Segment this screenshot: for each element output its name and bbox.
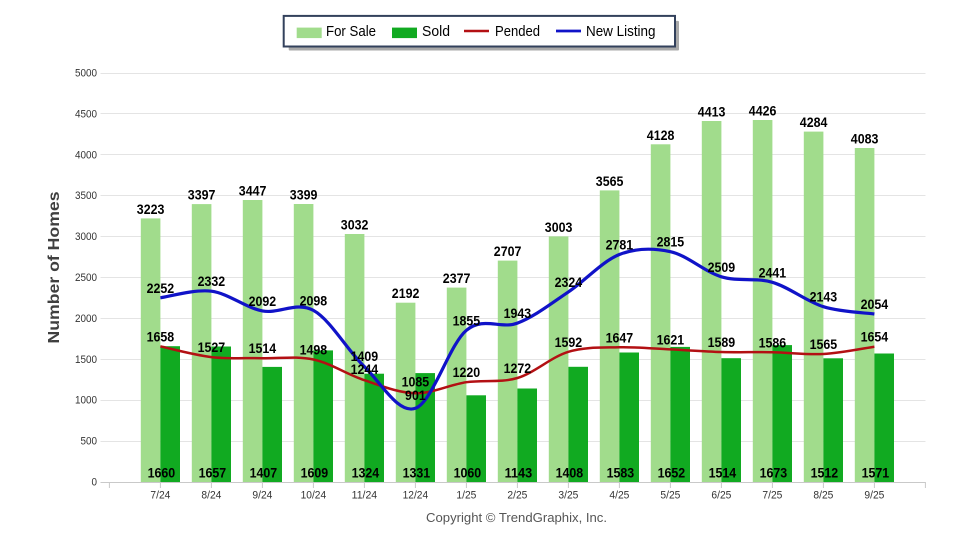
svg-text:1244: 1244 [351, 362, 379, 377]
svg-text:2000: 2000 [75, 313, 97, 325]
svg-text:4413: 4413 [698, 105, 726, 120]
svg-text:3397: 3397 [188, 188, 216, 203]
svg-text:For Sale: For Sale [326, 24, 376, 40]
svg-text:1498: 1498 [300, 343, 328, 358]
svg-text:4426: 4426 [749, 104, 777, 119]
svg-text:2092: 2092 [249, 294, 277, 309]
svg-text:3565: 3565 [596, 174, 624, 189]
svg-text:1583: 1583 [607, 465, 635, 480]
svg-text:3003: 3003 [545, 220, 573, 235]
svg-text:1565: 1565 [810, 337, 838, 352]
svg-text:1660: 1660 [148, 465, 176, 480]
svg-text:1409: 1409 [351, 349, 379, 364]
svg-text:3223: 3223 [137, 202, 165, 217]
svg-text:5000: 5000 [75, 68, 97, 80]
svg-text:Copyright © TrendGraphix, Inc.: Copyright © TrendGraphix, Inc. [426, 511, 607, 525]
svg-text:500: 500 [81, 436, 98, 448]
svg-text:2143: 2143 [810, 290, 838, 305]
svg-text:2377: 2377 [443, 271, 471, 286]
svg-text:1621: 1621 [657, 332, 685, 347]
svg-text:12/24: 12/24 [403, 490, 429, 502]
svg-text:1060: 1060 [454, 465, 482, 480]
svg-text:3032: 3032 [341, 218, 369, 233]
svg-text:3000: 3000 [75, 231, 97, 243]
svg-text:1000: 1000 [75, 395, 97, 407]
svg-text:2098: 2098 [300, 293, 328, 308]
svg-text:2054: 2054 [861, 297, 889, 312]
svg-text:1143: 1143 [505, 465, 533, 480]
svg-text:1609: 1609 [301, 465, 329, 480]
svg-text:3/25: 3/25 [558, 490, 578, 502]
svg-text:1654: 1654 [861, 330, 889, 345]
svg-text:Number of Homes: Number of Homes [46, 191, 63, 343]
svg-text:2332: 2332 [198, 274, 226, 289]
svg-text:3447: 3447 [239, 184, 267, 199]
svg-text:1673: 1673 [760, 465, 788, 480]
svg-text:1652: 1652 [658, 465, 686, 480]
svg-text:1331: 1331 [403, 465, 431, 480]
svg-text:2509: 2509 [708, 260, 736, 275]
svg-text:2252: 2252 [147, 281, 175, 296]
svg-text:2781: 2781 [606, 238, 634, 253]
svg-text:10/24: 10/24 [301, 490, 327, 502]
svg-text:1527: 1527 [198, 340, 226, 355]
svg-text:2500: 2500 [75, 272, 97, 284]
svg-text:1220: 1220 [453, 365, 481, 380]
svg-text:1408: 1408 [556, 465, 584, 480]
svg-text:6/25: 6/25 [711, 490, 731, 502]
svg-text:3500: 3500 [75, 190, 97, 202]
svg-text:Sold: Sold [422, 24, 450, 40]
svg-text:1586: 1586 [759, 335, 787, 350]
svg-text:4/25: 4/25 [609, 490, 629, 502]
svg-text:8/24: 8/24 [201, 490, 221, 502]
svg-text:1324: 1324 [352, 465, 380, 480]
svg-text:1647: 1647 [606, 330, 634, 345]
svg-text:11/24: 11/24 [352, 490, 378, 502]
svg-text:4500: 4500 [75, 108, 97, 120]
svg-text:1085: 1085 [402, 375, 430, 390]
svg-text:1943: 1943 [504, 306, 532, 321]
svg-text:3399: 3399 [290, 188, 318, 203]
svg-text:4128: 4128 [647, 128, 675, 143]
svg-text:4083: 4083 [851, 132, 879, 147]
svg-text:5/25: 5/25 [660, 490, 680, 502]
svg-text:8/25: 8/25 [813, 490, 833, 502]
svg-text:1/25: 1/25 [456, 490, 476, 502]
svg-text:1500: 1500 [75, 354, 97, 366]
svg-text:7/24: 7/24 [150, 490, 170, 502]
svg-text:901: 901 [405, 388, 426, 403]
svg-text:9/24: 9/24 [252, 490, 272, 502]
svg-text:1592: 1592 [555, 335, 583, 350]
svg-text:Pended: Pended [495, 24, 540, 40]
svg-text:2707: 2707 [494, 244, 522, 259]
svg-text:2192: 2192 [392, 286, 420, 301]
svg-text:0: 0 [92, 477, 98, 489]
svg-text:4284: 4284 [800, 115, 828, 130]
svg-text:2324: 2324 [555, 275, 583, 290]
svg-text:1657: 1657 [199, 465, 227, 480]
svg-text:1855: 1855 [453, 313, 481, 328]
svg-text:2815: 2815 [657, 235, 685, 250]
svg-text:2/25: 2/25 [507, 490, 527, 502]
svg-text:1571: 1571 [862, 465, 890, 480]
svg-text:New Listing: New Listing [586, 24, 656, 40]
svg-text:1514: 1514 [709, 465, 737, 480]
svg-text:7/25: 7/25 [762, 490, 782, 502]
svg-text:1512: 1512 [811, 465, 839, 480]
svg-text:4000: 4000 [75, 149, 97, 161]
svg-text:1272: 1272 [504, 361, 532, 376]
svg-text:9/25: 9/25 [864, 490, 884, 502]
svg-text:2441: 2441 [759, 265, 787, 280]
svg-text:1658: 1658 [147, 329, 175, 344]
svg-text:1514: 1514 [249, 341, 277, 356]
svg-text:1589: 1589 [708, 335, 736, 350]
svg-text:1407: 1407 [250, 465, 278, 480]
